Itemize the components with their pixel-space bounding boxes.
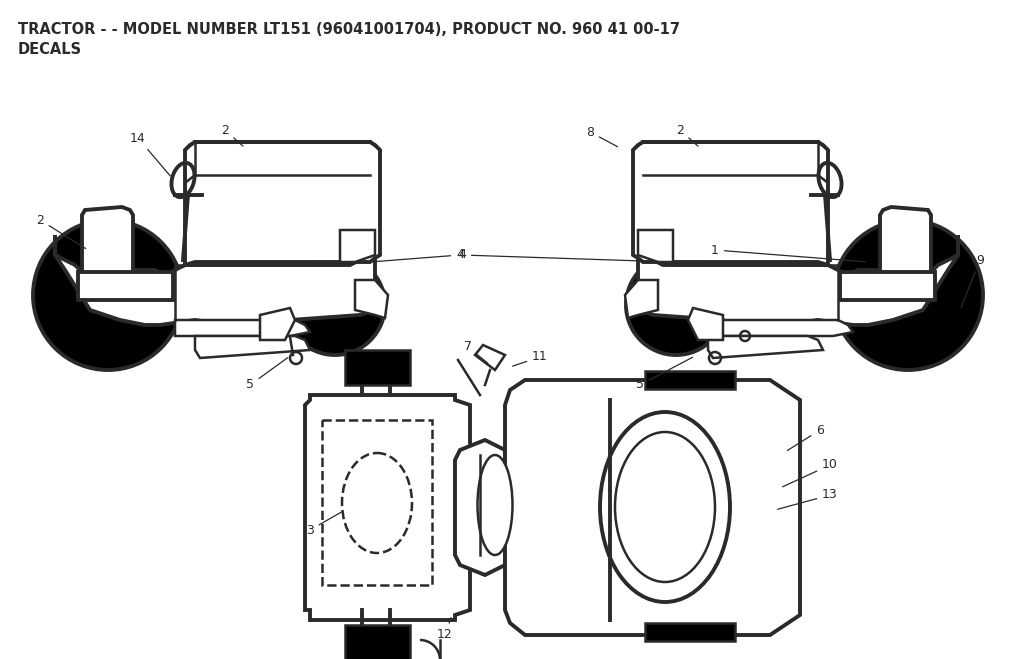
- Polygon shape: [475, 345, 505, 370]
- Text: 2: 2: [221, 123, 243, 146]
- Text: TRACTOR - - MODEL NUMBER LT151 (96041001704), PRODUCT NO. 960 41 00-17: TRACTOR - - MODEL NUMBER LT151 (96041001…: [18, 22, 680, 37]
- Polygon shape: [55, 235, 375, 325]
- Polygon shape: [185, 142, 380, 265]
- Polygon shape: [638, 235, 958, 325]
- Circle shape: [833, 220, 983, 370]
- Polygon shape: [195, 336, 310, 358]
- Bar: [78, 272, 173, 300]
- Text: 9: 9: [962, 254, 984, 307]
- Bar: [345, 625, 410, 659]
- Polygon shape: [633, 142, 828, 265]
- Text: 7: 7: [464, 341, 487, 363]
- Polygon shape: [625, 280, 658, 318]
- Polygon shape: [82, 207, 133, 283]
- Text: 8: 8: [586, 125, 617, 147]
- Text: 4: 4: [458, 248, 671, 262]
- Text: 10: 10: [782, 459, 838, 487]
- Bar: [645, 623, 735, 641]
- Bar: [840, 272, 935, 300]
- Circle shape: [33, 220, 183, 370]
- Bar: [345, 350, 410, 385]
- Text: 6: 6: [787, 424, 824, 451]
- Polygon shape: [455, 440, 505, 575]
- Text: 2: 2: [676, 123, 698, 146]
- Ellipse shape: [477, 455, 512, 555]
- Text: 14: 14: [130, 132, 170, 176]
- Circle shape: [308, 278, 362, 332]
- Text: 1: 1: [711, 243, 865, 262]
- Circle shape: [866, 253, 950, 337]
- Polygon shape: [688, 308, 723, 340]
- Circle shape: [66, 253, 150, 337]
- Text: 2: 2: [36, 214, 86, 248]
- Text: 5: 5: [246, 358, 288, 391]
- Ellipse shape: [600, 412, 730, 602]
- Polygon shape: [708, 336, 823, 358]
- Text: 5: 5: [636, 357, 692, 391]
- Circle shape: [649, 278, 703, 332]
- Polygon shape: [175, 320, 310, 336]
- Polygon shape: [880, 207, 931, 283]
- Circle shape: [285, 255, 385, 355]
- Bar: [322, 420, 432, 585]
- Text: 4: 4: [373, 248, 464, 262]
- Polygon shape: [305, 395, 470, 620]
- Text: DECALS: DECALS: [18, 42, 82, 57]
- Ellipse shape: [615, 432, 715, 582]
- Text: 3: 3: [306, 511, 343, 536]
- Bar: [645, 371, 735, 389]
- Text: 13: 13: [777, 488, 838, 509]
- Polygon shape: [260, 308, 295, 340]
- Polygon shape: [340, 230, 375, 262]
- Polygon shape: [638, 230, 673, 262]
- Polygon shape: [718, 320, 853, 336]
- Text: 11: 11: [513, 351, 548, 366]
- Polygon shape: [505, 380, 800, 635]
- Circle shape: [626, 255, 726, 355]
- Polygon shape: [355, 280, 388, 318]
- Text: 12: 12: [437, 617, 453, 641]
